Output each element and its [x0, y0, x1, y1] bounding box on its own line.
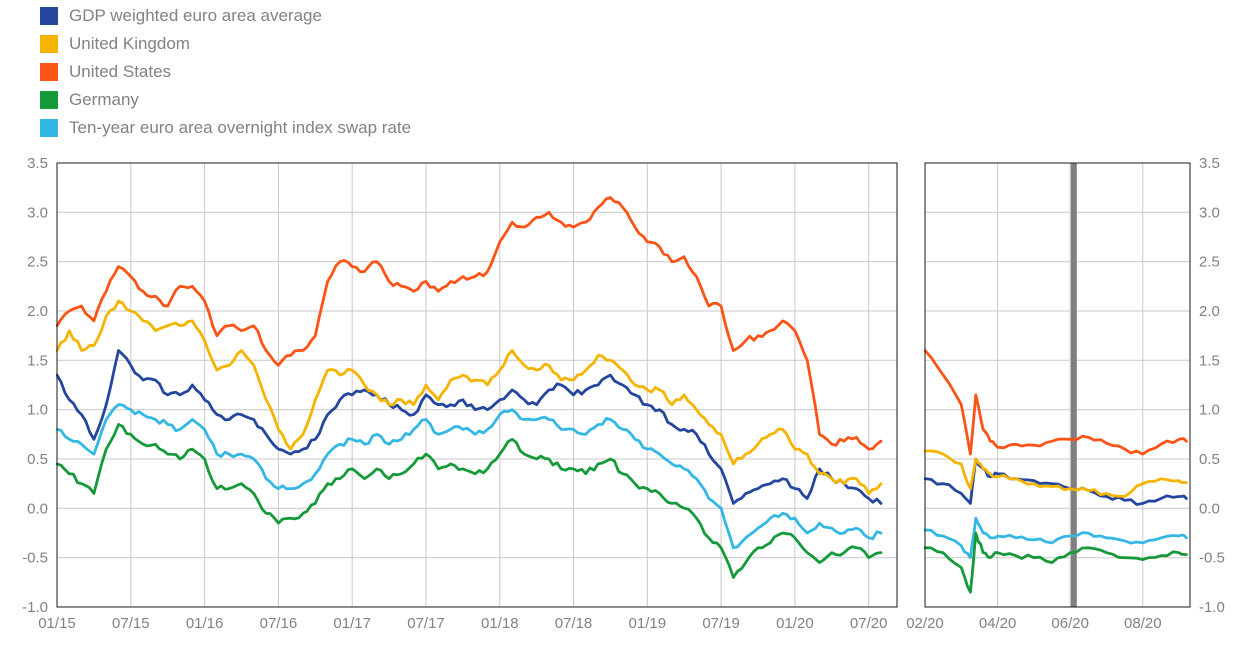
- legend-label: Germany: [69, 89, 139, 109]
- series-line-germany: [56, 423, 883, 579]
- x-axis-label: 07/20: [850, 615, 888, 632]
- series-line-ten-year-euro-area-overnight-index-swap-rate: [56, 403, 883, 550]
- x-axis-label: 01/19: [629, 615, 667, 632]
- legend-label: United States: [69, 61, 172, 81]
- legend-item-united-states: United States: [40, 62, 411, 81]
- panel-main: 01/15 07/15 01/16 07/16 01/17 07/17 01/18 07/18…: [22, 155, 898, 632]
- x-axis-label: 07/15: [112, 615, 150, 632]
- x-axis-label: 06/20: [1051, 615, 1089, 632]
- y-axis-label: -0.5: [1199, 550, 1225, 567]
- legend-label: Ten-year euro area overnight index swap …: [69, 117, 412, 137]
- x-axis-label: 01/16: [186, 615, 224, 632]
- chart-legend: GDP weighted euro area average United Kin…: [40, 6, 411, 137]
- legend-item-ten-year-euro-area-overnight-index-swap-rate: Ten-year euro area overnight index swap …: [40, 118, 411, 137]
- x-axis-label: 07/17: [407, 615, 445, 632]
- y-axis-label: 2.0: [1199, 303, 1220, 320]
- x-axis-label: 01/20: [776, 615, 814, 632]
- series-line-united-states: [56, 196, 883, 451]
- y-axis-label: -1.0: [22, 599, 48, 616]
- series-line-united-states: [924, 349, 1188, 456]
- legend-label: United Kingdom: [69, 33, 190, 53]
- legend-item-gdp-weighted-euro-area-average: GDP weighted euro area average: [40, 6, 411, 25]
- legend-swatch: [40, 34, 58, 53]
- y-axis-label: 1.0: [1199, 402, 1220, 419]
- x-axis-label: 02/20: [906, 615, 944, 632]
- legend-swatch: [40, 118, 58, 137]
- x-axis-label: 01/18: [481, 615, 519, 632]
- x-axis-label: 01/17: [333, 615, 371, 632]
- x-axis-label: 04/20: [979, 615, 1017, 632]
- legend-label: GDP weighted euro area average: [69, 5, 322, 25]
- y-axis-label: 2.0: [27, 303, 48, 320]
- x-axis-label: 07/16: [260, 615, 298, 632]
- y-axis-label: 0.5: [1199, 451, 1220, 468]
- y-axis-label: 1.5: [27, 352, 48, 369]
- y-axis-label: 2.5: [27, 254, 48, 271]
- series-line-united-kingdom: [924, 449, 1188, 498]
- y-axis-label: 3.0: [27, 204, 48, 221]
- x-axis-label: 01/15: [38, 615, 76, 632]
- panel-zoom: 02/20 04/20 06/20 08/20 3.5 3.0 2.5 2.0 1.5 1.0 0.…: [906, 155, 1225, 632]
- series-line-gdp-weighted-euro-area-average: [56, 349, 883, 505]
- legend-item-united-kingdom: United Kingdom: [40, 34, 411, 53]
- panel-frame: [56, 162, 898, 608]
- x-axis-label: 07/19: [702, 615, 740, 632]
- panel-frame: [924, 162, 1191, 608]
- y-axis-label: 3.5: [27, 155, 48, 172]
- legend-swatch: [40, 62, 58, 81]
- y-axis-label: 0.5: [27, 451, 48, 468]
- legend-swatch: [40, 6, 58, 25]
- y-axis-label: 0.0: [27, 500, 48, 517]
- legend-swatch: [40, 90, 58, 109]
- x-axis-label: 08/20: [1124, 615, 1162, 632]
- y-axis-label: 0.0: [1199, 500, 1220, 517]
- legend-item-germany: Germany: [40, 90, 411, 109]
- y-axis-label: 3.0: [1199, 204, 1220, 221]
- series-line-gdp-weighted-euro-area-average: [924, 457, 1188, 506]
- x-axis-label: 07/18: [555, 615, 593, 632]
- y-axis-label: -0.5: [22, 550, 48, 567]
- y-axis-label: -1.0: [1199, 599, 1225, 616]
- y-axis-label: 1.5: [1199, 352, 1220, 369]
- series-line-united-kingdom: [56, 299, 883, 495]
- y-axis-label: 2.5: [1199, 254, 1220, 271]
- series-line-germany: [924, 531, 1188, 594]
- series-line-ten-year-euro-area-overnight-index-swap-rate: [924, 516, 1188, 560]
- y-axis-label: 3.5: [1199, 155, 1220, 172]
- y-axis-label: 1.0: [27, 402, 48, 419]
